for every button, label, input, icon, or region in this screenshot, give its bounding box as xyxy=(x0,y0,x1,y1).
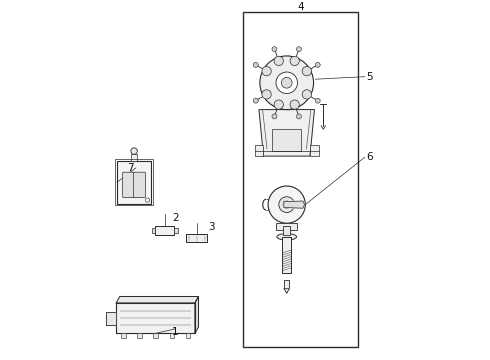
Text: 2: 2 xyxy=(172,213,178,223)
Bar xyxy=(155,226,174,235)
Bar xyxy=(284,280,289,289)
Bar xyxy=(186,333,190,338)
Text: 3: 3 xyxy=(208,222,214,232)
Bar xyxy=(137,333,142,338)
Bar xyxy=(276,223,297,230)
Polygon shape xyxy=(195,297,198,333)
Circle shape xyxy=(274,56,283,66)
Bar xyxy=(152,228,155,233)
Text: 7: 7 xyxy=(127,163,134,173)
Polygon shape xyxy=(106,312,116,325)
Circle shape xyxy=(279,197,294,212)
Text: 1: 1 xyxy=(172,328,178,337)
Text: 5: 5 xyxy=(367,72,373,82)
Circle shape xyxy=(272,114,277,119)
Circle shape xyxy=(296,114,301,119)
Circle shape xyxy=(131,148,137,154)
Circle shape xyxy=(272,47,277,51)
Circle shape xyxy=(276,72,297,94)
Bar xyxy=(170,333,174,338)
Text: 6: 6 xyxy=(367,152,373,162)
Bar xyxy=(131,154,137,161)
FancyBboxPatch shape xyxy=(133,172,146,198)
Circle shape xyxy=(315,62,320,67)
Bar xyxy=(121,333,125,338)
Circle shape xyxy=(302,90,312,99)
Bar xyxy=(174,228,177,233)
Bar xyxy=(282,237,291,273)
Bar xyxy=(283,226,290,235)
Circle shape xyxy=(281,77,292,88)
Bar xyxy=(243,12,358,347)
Bar xyxy=(115,159,153,206)
Circle shape xyxy=(262,90,271,99)
Polygon shape xyxy=(259,109,315,156)
Bar xyxy=(272,129,301,151)
Circle shape xyxy=(268,186,305,223)
Circle shape xyxy=(302,67,312,76)
Polygon shape xyxy=(116,303,195,333)
Bar xyxy=(117,161,151,204)
Ellipse shape xyxy=(277,234,296,240)
Bar xyxy=(186,234,207,242)
Circle shape xyxy=(274,100,283,109)
Bar xyxy=(310,145,319,156)
Circle shape xyxy=(283,201,290,208)
Text: 4: 4 xyxy=(297,2,304,12)
Circle shape xyxy=(290,56,299,66)
Polygon shape xyxy=(284,201,305,208)
Circle shape xyxy=(262,67,271,76)
Circle shape xyxy=(253,62,258,67)
FancyBboxPatch shape xyxy=(122,172,135,198)
Circle shape xyxy=(253,98,258,103)
Circle shape xyxy=(296,47,301,51)
Bar xyxy=(153,333,158,338)
Circle shape xyxy=(315,98,320,103)
Polygon shape xyxy=(284,289,289,293)
Circle shape xyxy=(290,100,299,109)
Circle shape xyxy=(260,56,314,109)
Polygon shape xyxy=(116,297,198,303)
Bar xyxy=(254,145,264,156)
